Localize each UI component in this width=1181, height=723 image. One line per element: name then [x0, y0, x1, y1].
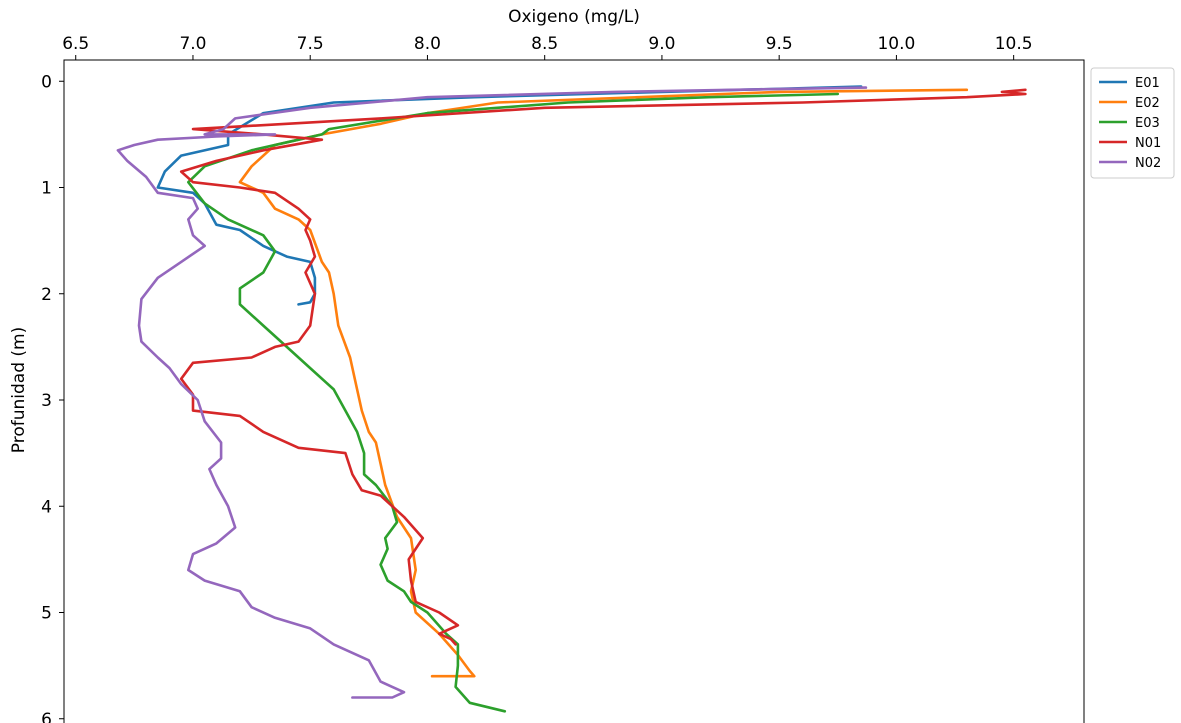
legend-label-n01: N01 — [1135, 136, 1161, 151]
series-line-e01 — [156, 85, 863, 306]
series-line-e02 — [238, 88, 969, 678]
y-tick-label: 4 — [41, 497, 52, 517]
y-axis-ticks: 0 1 2 3 4 5 6 — [41, 72, 64, 723]
x-axis-title: Oxigeno (mg/L) — [508, 7, 640, 27]
series-layer — [116, 85, 1027, 713]
y-tick-label: 5 — [41, 604, 52, 624]
x-axis-ticks: 6.5 7.0 7.5 8.0 8.5 9.0 9.5 10.0 10.5 — [62, 34, 1033, 60]
y-tick-label: 3 — [41, 391, 52, 411]
x-tick-label: 8.5 — [531, 34, 558, 54]
x-tick-label: 10.5 — [995, 34, 1033, 54]
x-tick-label: 7.0 — [179, 34, 206, 54]
legend-label-e03: E03 — [1135, 116, 1160, 131]
x-tick-label: 6.5 — [62, 34, 89, 54]
x-tick-label: 9.0 — [648, 34, 675, 54]
y-tick-label: 2 — [41, 285, 52, 305]
legend-label-e01: E01 — [1135, 76, 1160, 91]
legend: E01 E02 E03 N01 N02 — [1090, 67, 1175, 179]
x-tick-label: 7.5 — [297, 34, 324, 54]
legend-label-n02: N02 — [1135, 156, 1161, 171]
y-tick-label: 6 — [41, 710, 52, 723]
x-tick-label: 9.5 — [766, 34, 793, 54]
series-line-e03 — [187, 92, 840, 713]
legend-label-e02: E02 — [1135, 96, 1160, 111]
y-tick-label: 1 — [41, 179, 52, 199]
series-line-n01 — [179, 88, 1027, 646]
x-tick-label: 8.0 — [414, 34, 441, 54]
legend-box — [1090, 67, 1175, 179]
x-tick-label: 10.0 — [877, 34, 915, 54]
series-line-n02 — [116, 86, 868, 699]
y-tick-label: 0 — [41, 72, 52, 92]
y-axis-title: Profunidad (m) — [9, 327, 29, 453]
